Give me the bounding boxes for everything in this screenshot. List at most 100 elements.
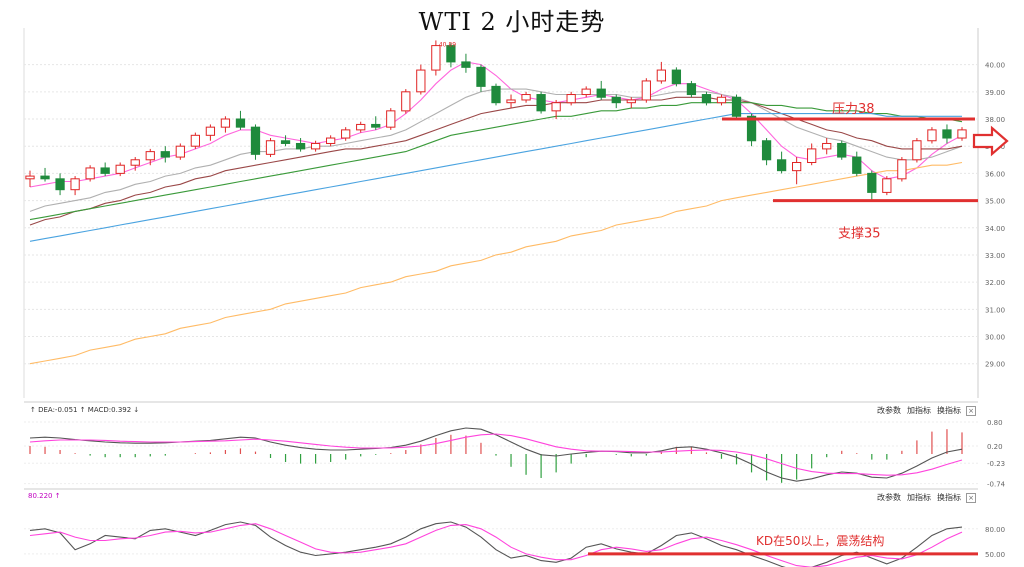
peak-price-label: 40.89 — [439, 41, 456, 48]
support-label: 支撑35 — [838, 227, 881, 242]
y-tick-label: 32.00 — [985, 279, 1005, 287]
candle-body — [70, 178, 80, 191]
candle-body — [40, 175, 50, 180]
candle-body — [822, 142, 832, 150]
candle-body — [190, 134, 200, 147]
candle-body — [25, 175, 35, 180]
moving-average-line — [29, 61, 963, 188]
candle-body — [220, 118, 231, 128]
candle-body — [957, 129, 967, 139]
candle-body — [521, 94, 531, 101]
candle-body — [326, 137, 336, 144]
candle-body — [807, 148, 817, 163]
candle-body — [431, 45, 441, 71]
candle-body — [506, 99, 516, 104]
candle-body — [792, 162, 802, 172]
candle-body — [175, 145, 185, 158]
y-tick-label: 30.00 — [985, 334, 1005, 342]
candle-body — [566, 94, 576, 104]
candle-body — [235, 118, 246, 128]
candle-body — [536, 94, 546, 112]
y-tick-label: 39.00 — [985, 89, 1005, 97]
kd-annotation-label: KD在50以上，震荡结构 — [756, 533, 884, 548]
moving-average-line — [29, 113, 962, 242]
candle-body — [641, 80, 651, 101]
kd-header: 80.220 ↑ — [28, 492, 61, 500]
candle-body — [731, 96, 742, 117]
kd-btn-add-indicator[interactable]: 加指标 — [907, 493, 931, 502]
candle-body — [761, 140, 772, 161]
y-tick-label: 29.00 — [985, 361, 1005, 369]
kd-y-tick-label: 80.00 — [985, 526, 1005, 534]
resistance-label: 压力38 — [832, 102, 875, 117]
candle-body — [626, 99, 636, 104]
macd-y-tick-label: -0.74 — [987, 481, 1006, 489]
candle-body — [310, 142, 321, 150]
macd-header: ↑ DEA:-0.051 ↑ MACD:0.392 ↓ — [30, 406, 140, 414]
breakout-arrow-icon — [972, 125, 1009, 157]
moving-average-line — [29, 96, 963, 226]
macd-y-tick-label: 0.80 — [987, 419, 1003, 427]
y-tick-label: 36.00 — [985, 170, 1005, 178]
candle-body — [205, 126, 216, 136]
kd-btn-params[interactable]: 改参数 — [877, 493, 901, 502]
candle-body — [100, 167, 110, 174]
candle-body — [446, 45, 456, 63]
kd-y-tick-label: 50.00 — [985, 551, 1005, 559]
macd-btn-add-indicator[interactable]: 加指标 — [907, 406, 931, 415]
macd-btn-params[interactable]: 改参数 — [877, 406, 901, 415]
candle-body — [746, 115, 757, 142]
candle-body — [596, 88, 606, 98]
candle-body — [115, 164, 125, 174]
candle-body — [265, 140, 276, 155]
candle-body — [55, 178, 65, 191]
candle-body — [671, 69, 682, 85]
macd-y-tick-label: -0.23 — [987, 460, 1005, 468]
candle-body — [280, 140, 291, 144]
y-tick-label: 31.00 — [985, 306, 1005, 314]
candle-body — [491, 85, 501, 104]
candle-body — [461, 61, 471, 68]
candle-body — [882, 178, 892, 193]
kd-close-icon[interactable]: × — [966, 493, 976, 503]
candle-body — [371, 123, 381, 128]
candle-body — [386, 110, 396, 128]
macd-btn-switch-indicator[interactable]: 换指标 — [937, 406, 961, 415]
candle-body — [250, 126, 261, 155]
candle-body — [145, 151, 155, 161]
chart-title: WTI 2 小时走势 — [418, 8, 606, 36]
candle-body — [401, 91, 411, 112]
candle-body — [701, 94, 712, 104]
candle-body — [356, 123, 366, 131]
moving-average-line — [29, 88, 963, 212]
macd-close-icon[interactable]: × — [966, 406, 976, 416]
kd-k-line — [29, 521, 963, 567]
candle-body — [852, 156, 862, 174]
moving-average-line — [29, 102, 963, 221]
y-tick-label: 40.00 — [985, 62, 1005, 70]
candle-body — [656, 69, 666, 82]
candle-body — [776, 159, 787, 172]
candle-body — [927, 129, 937, 142]
candle-body — [837, 142, 847, 158]
kd-btn-switch-indicator[interactable]: 换指标 — [937, 493, 961, 502]
candle-body — [85, 167, 95, 180]
candle-body — [476, 66, 486, 87]
y-tick-label: 33.00 — [985, 252, 1005, 260]
candle-body — [581, 88, 591, 96]
candle-body — [716, 96, 727, 104]
candle-body — [942, 129, 952, 139]
candle-body — [160, 151, 170, 158]
candle-body — [912, 140, 922, 161]
candle-body — [897, 159, 907, 180]
candle-body — [686, 83, 697, 96]
moving-average-line — [29, 161, 963, 365]
candle-body — [341, 129, 351, 139]
candle-body — [295, 142, 306, 150]
candle-body — [611, 96, 621, 104]
macd-dea-line — [29, 433, 963, 476]
candle-body — [867, 172, 877, 193]
y-tick-label: 35.00 — [985, 198, 1005, 206]
y-tick-label: 34.00 — [985, 225, 1005, 233]
